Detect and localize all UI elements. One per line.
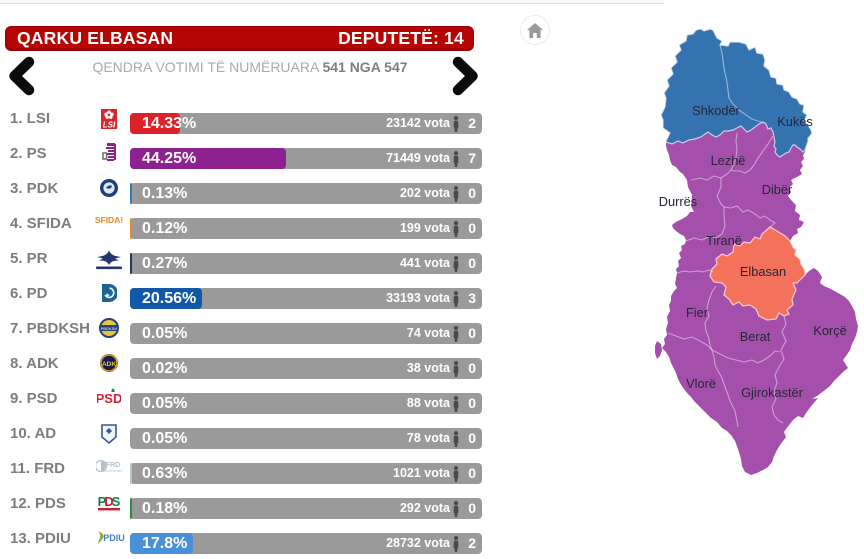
svg-text:Shkodër: Shkodër <box>692 103 740 118</box>
svg-text:Berat: Berat <box>740 329 771 344</box>
svg-text:Kukës: Kukës <box>777 114 813 129</box>
svg-text:D: D <box>104 494 113 509</box>
svg-text:Elbasan: Elbasan <box>740 264 786 279</box>
svg-text:P: P <box>98 494 107 509</box>
svg-text:ADK: ADK <box>102 361 116 368</box>
svg-text:PDIU: PDIU <box>103 533 125 543</box>
svg-text:demokrate: demokrate <box>104 468 122 473</box>
svg-text:LSI: LSI <box>103 121 116 130</box>
svg-text:Fier: Fier <box>686 305 709 320</box>
svg-text:Dibër: Dibër <box>762 182 793 197</box>
svg-text:Durrës: Durrës <box>659 194 697 209</box>
svg-text:PBDKSH: PBDKSH <box>101 326 118 331</box>
svg-text:FRD: FRD <box>106 462 120 469</box>
svg-text:Gjirokastër: Gjirokastër <box>741 385 804 400</box>
svg-text:Korçë: Korçë <box>813 323 846 338</box>
svg-text:S: S <box>112 494 121 509</box>
svg-text:PSD: PSD <box>97 391 121 406</box>
svg-text:SFIDA!: SFIDA! <box>95 215 123 225</box>
svg-text:Lezhë: Lezhë <box>711 153 746 168</box>
svg-text:Tiranë: Tiranë <box>706 233 742 248</box>
svg-text:Vlorë: Vlorë <box>686 376 716 391</box>
